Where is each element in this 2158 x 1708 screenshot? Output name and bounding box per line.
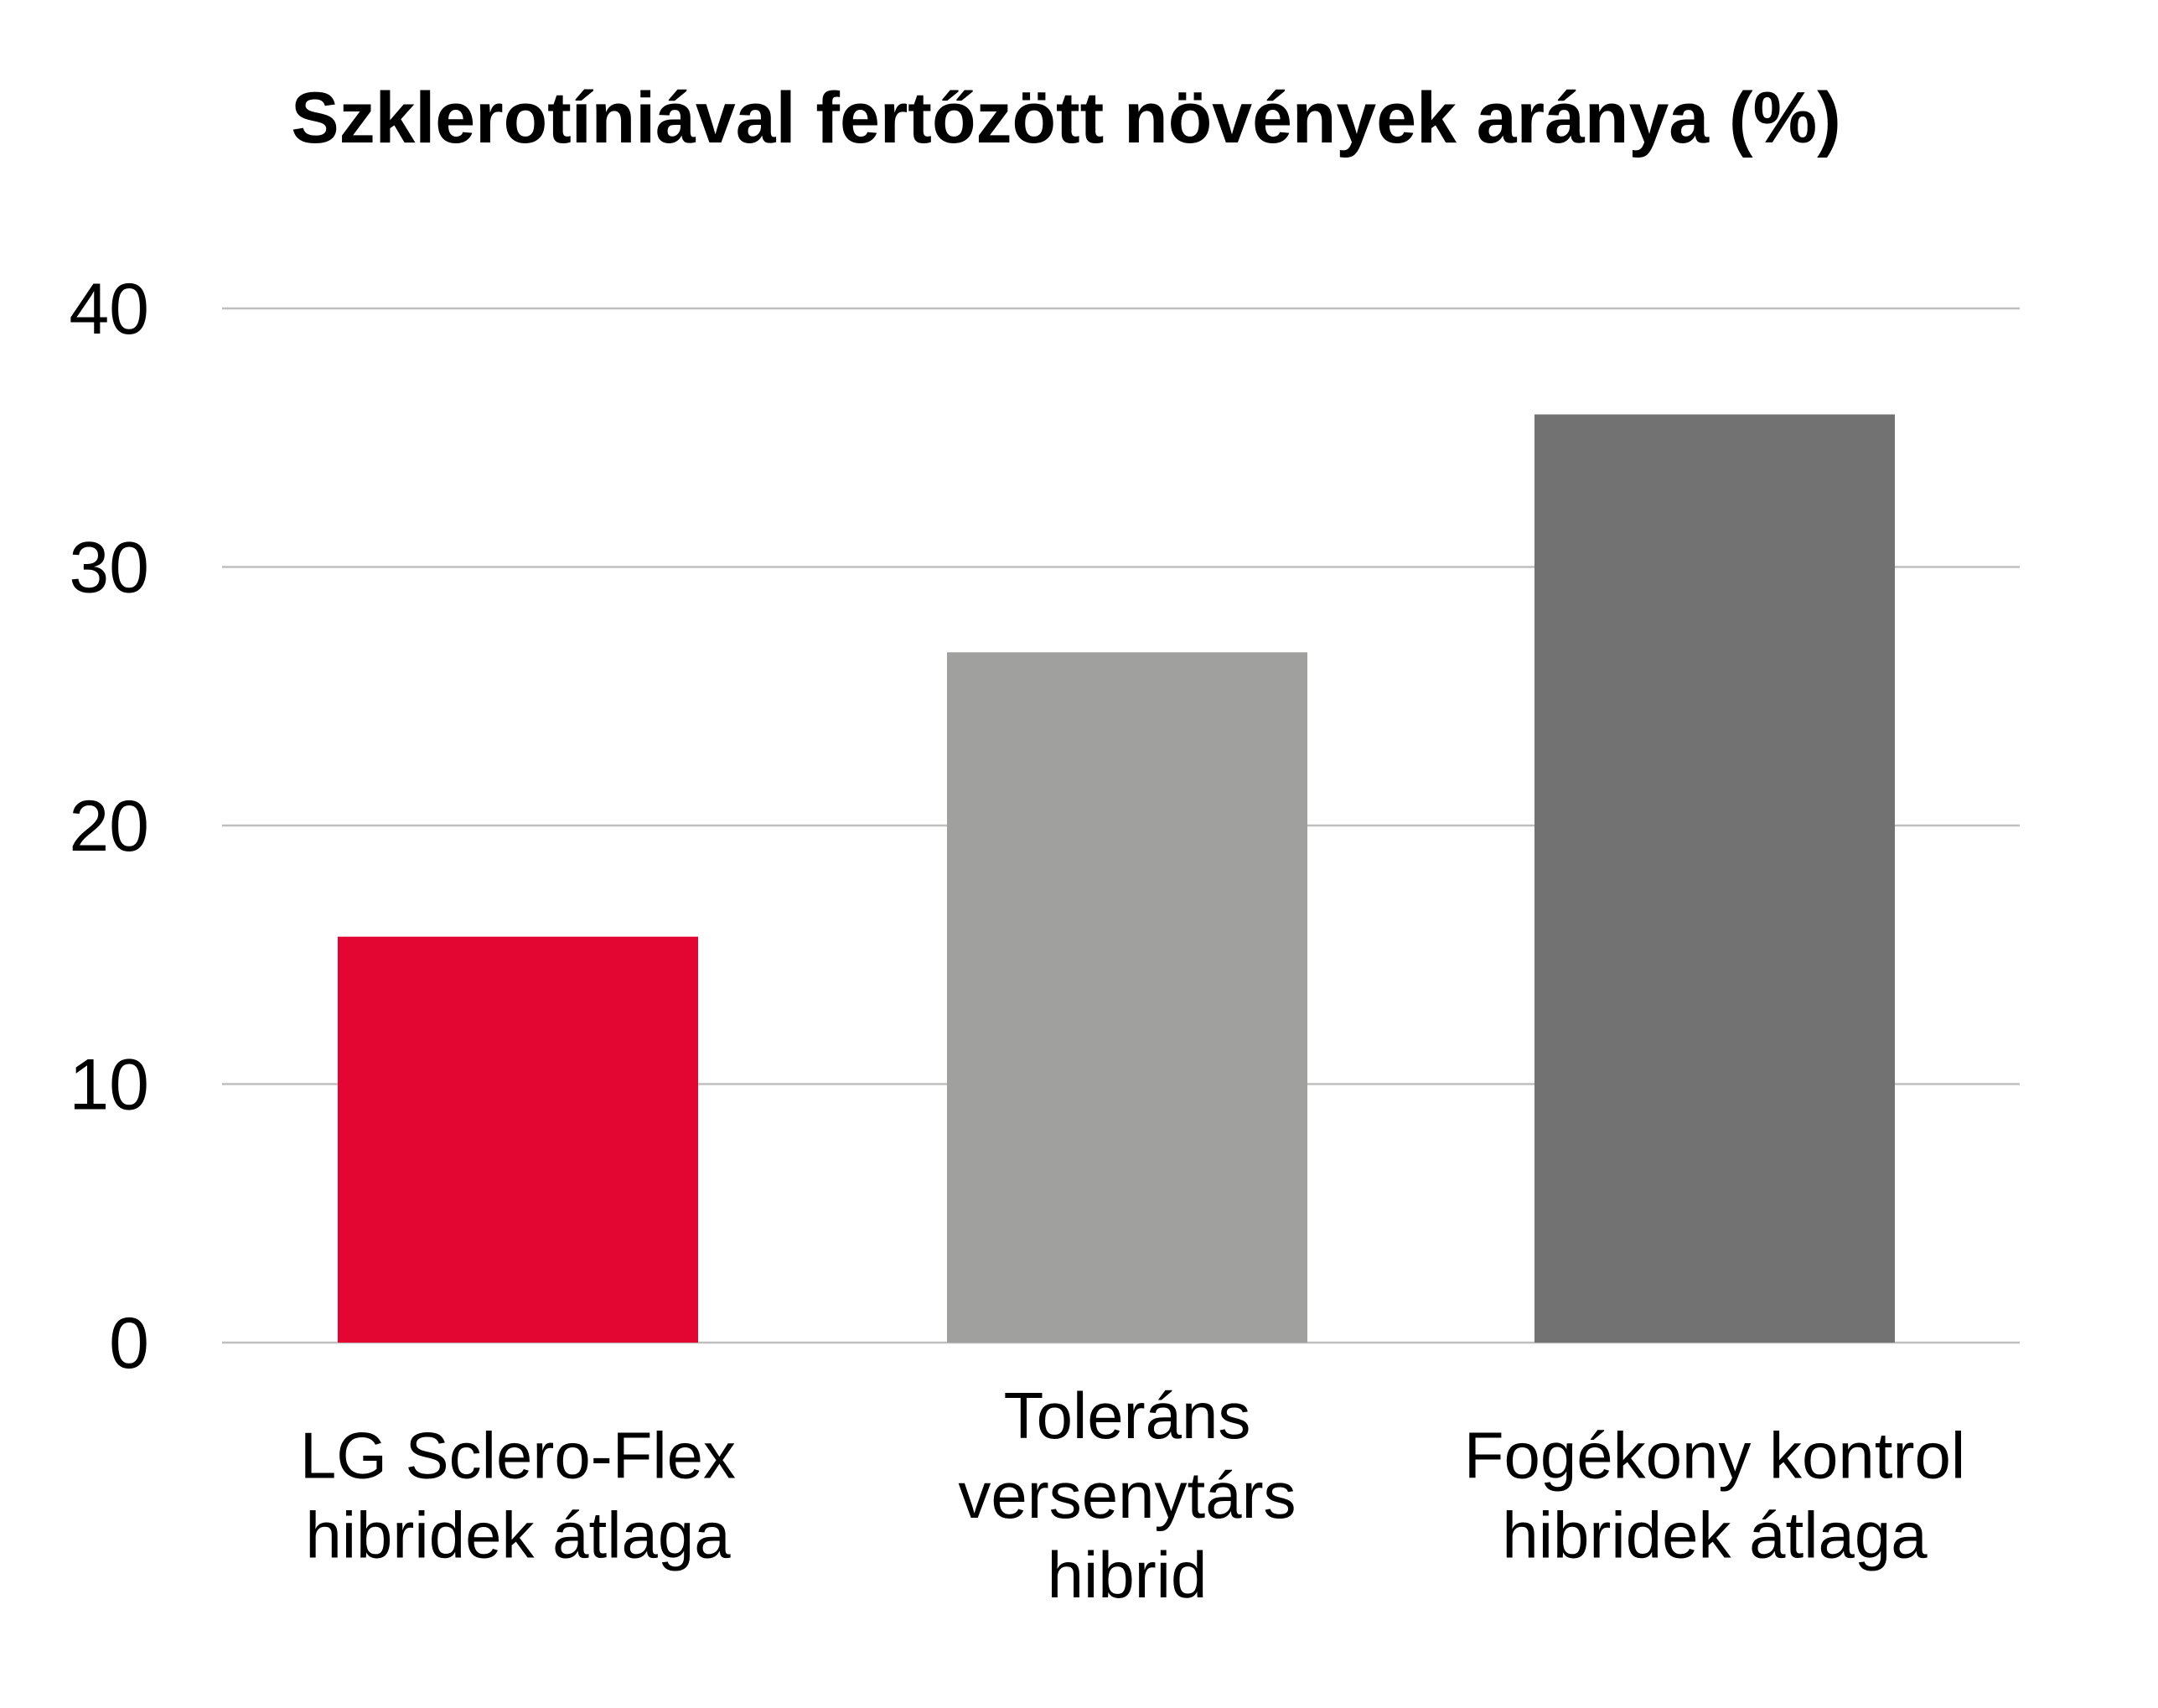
x-category-label: LG Sclero-Flex hibridek átlaga bbox=[300, 1419, 736, 1572]
y-tick-label: 30 bbox=[69, 528, 149, 608]
chart-title: Szklerotíniával fertőzött növények arány… bbox=[291, 78, 1841, 158]
x-category-label-line: LG Sclero-Flex bbox=[300, 1419, 736, 1493]
y-tick-label: 20 bbox=[69, 786, 149, 867]
y-tick-label: 0 bbox=[109, 1303, 149, 1384]
bar bbox=[338, 936, 698, 1343]
x-category-label-line: Toleráns bbox=[1004, 1379, 1251, 1452]
bar bbox=[1534, 414, 1895, 1343]
bar bbox=[947, 652, 1307, 1343]
x-category-label-line: versenytárs bbox=[958, 1458, 1296, 1532]
x-category-label-line: hibrid bbox=[1048, 1538, 1208, 1612]
x-category-label: Toleráns versenytárs hibrid bbox=[958, 1379, 1296, 1612]
bars bbox=[338, 414, 1895, 1343]
x-category-label-line: Fogékony kontrol bbox=[1464, 1419, 1965, 1493]
y-tick-label: 40 bbox=[69, 269, 149, 349]
x-category-label: Fogékony kontrol hibridek átlaga bbox=[1464, 1419, 1965, 1572]
y-tick-label: 10 bbox=[69, 1045, 149, 1126]
x-category-label-line: hibridek átlaga bbox=[305, 1498, 731, 1572]
y-axis-ticks: 0 10 20 30 40 bbox=[69, 269, 149, 1384]
x-category-label-line: hibridek átlaga bbox=[1502, 1498, 1928, 1572]
